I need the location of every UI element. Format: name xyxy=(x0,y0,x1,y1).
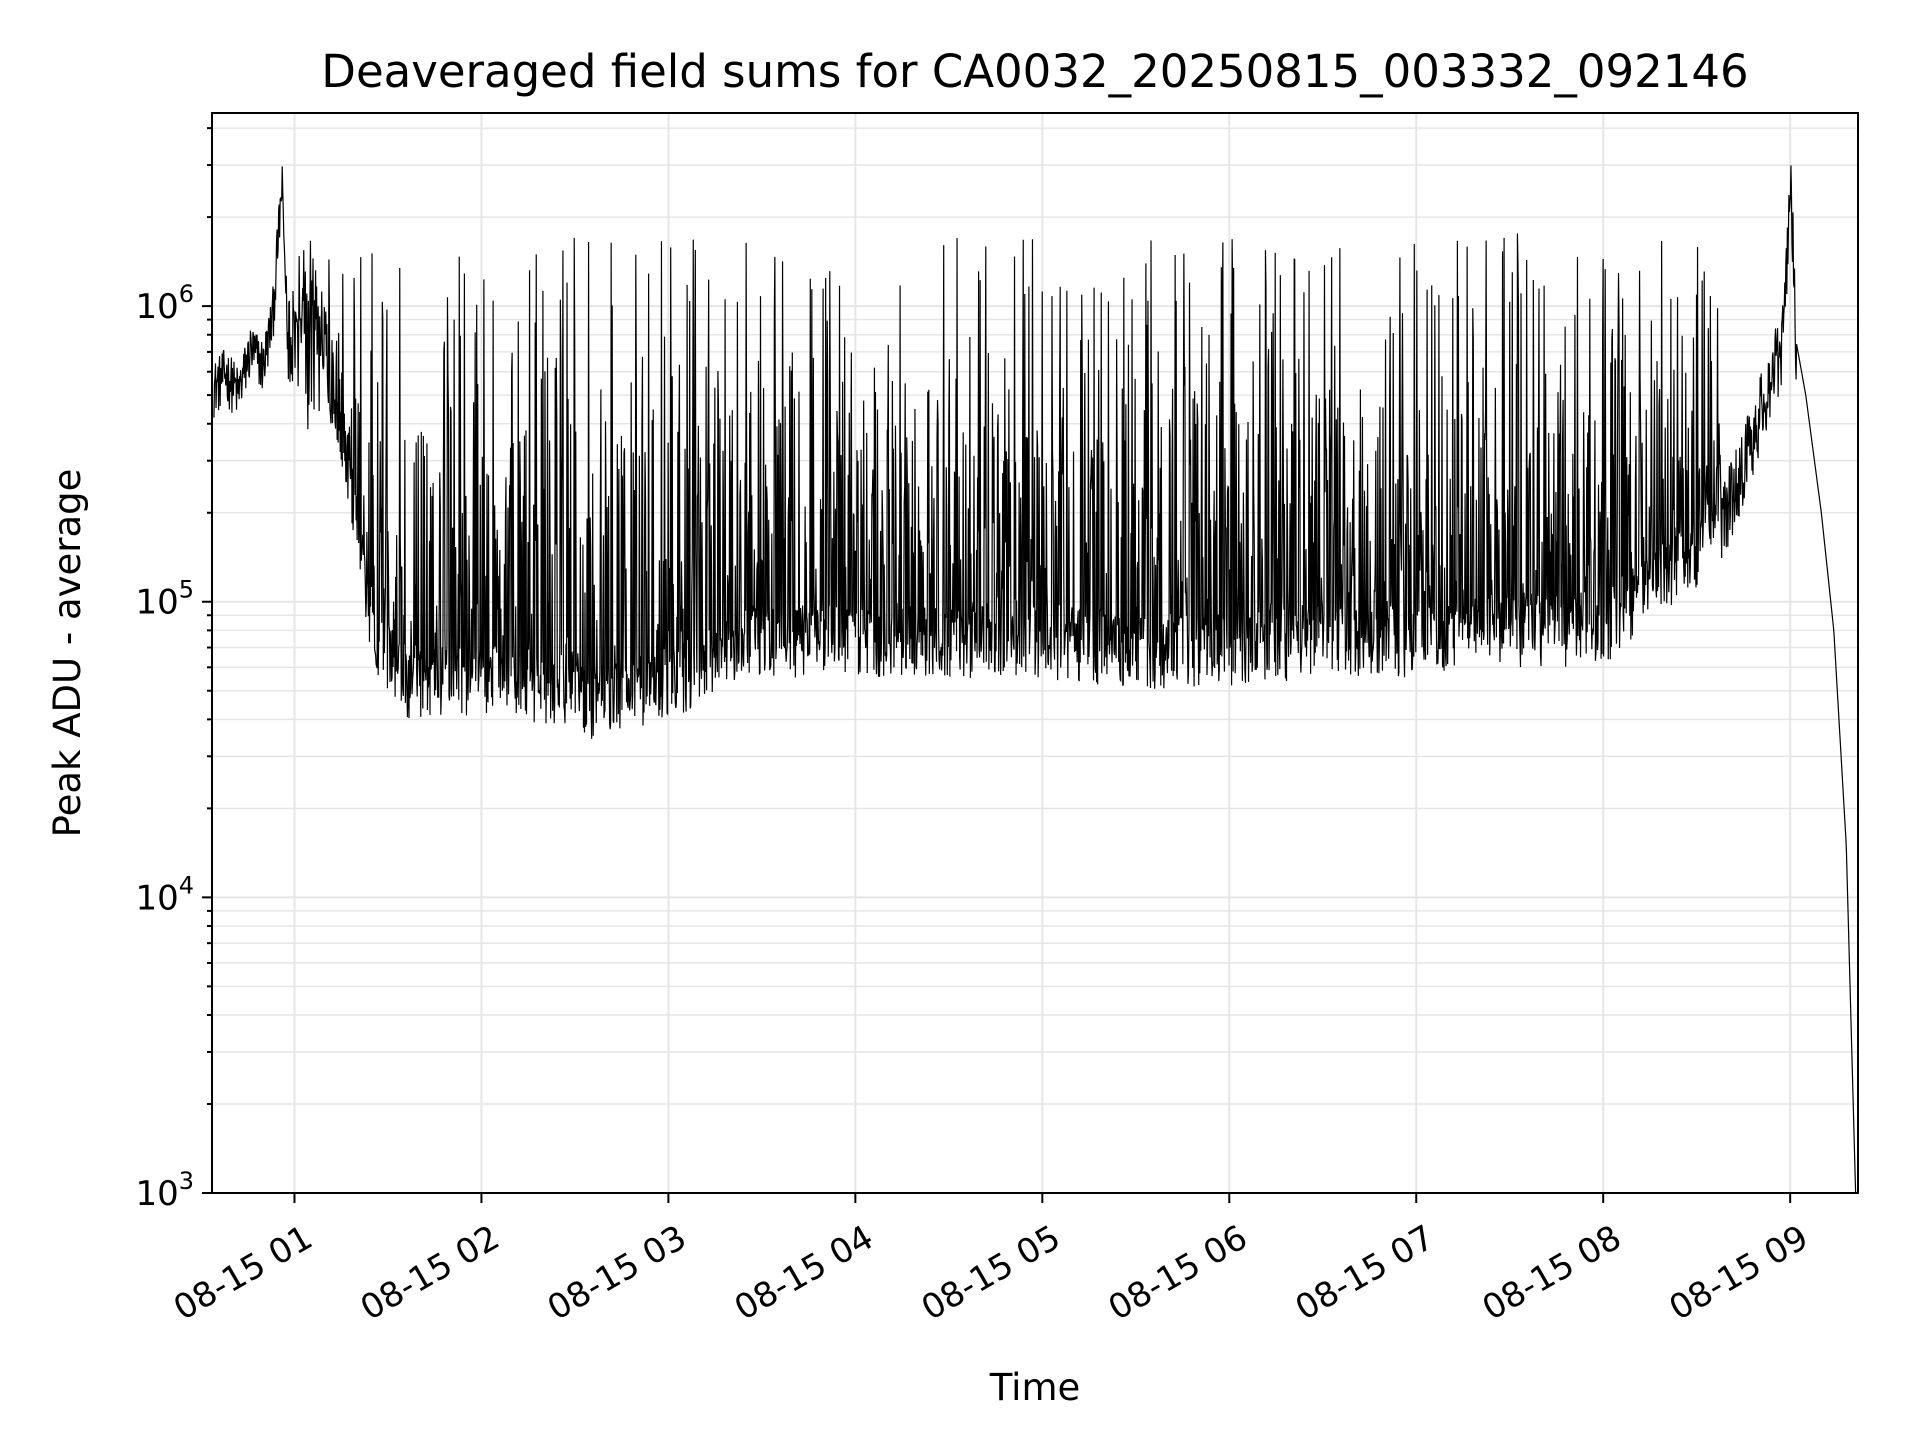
data-series xyxy=(213,165,1857,1194)
x-axis-label: Time xyxy=(989,1366,1081,1409)
chart-title: Deaveraged field sums for CA0032_2025081… xyxy=(321,45,1748,98)
y-tick-label: 106 xyxy=(135,280,194,327)
y-tick-label: 105 xyxy=(135,576,194,623)
y-tick-label: 104 xyxy=(135,871,194,918)
plot-frame xyxy=(211,112,1859,1194)
y-axis-label: Peak ADU - average xyxy=(46,469,89,838)
y-tick-label: 103 xyxy=(135,1167,194,1214)
series-line xyxy=(213,165,1857,1194)
